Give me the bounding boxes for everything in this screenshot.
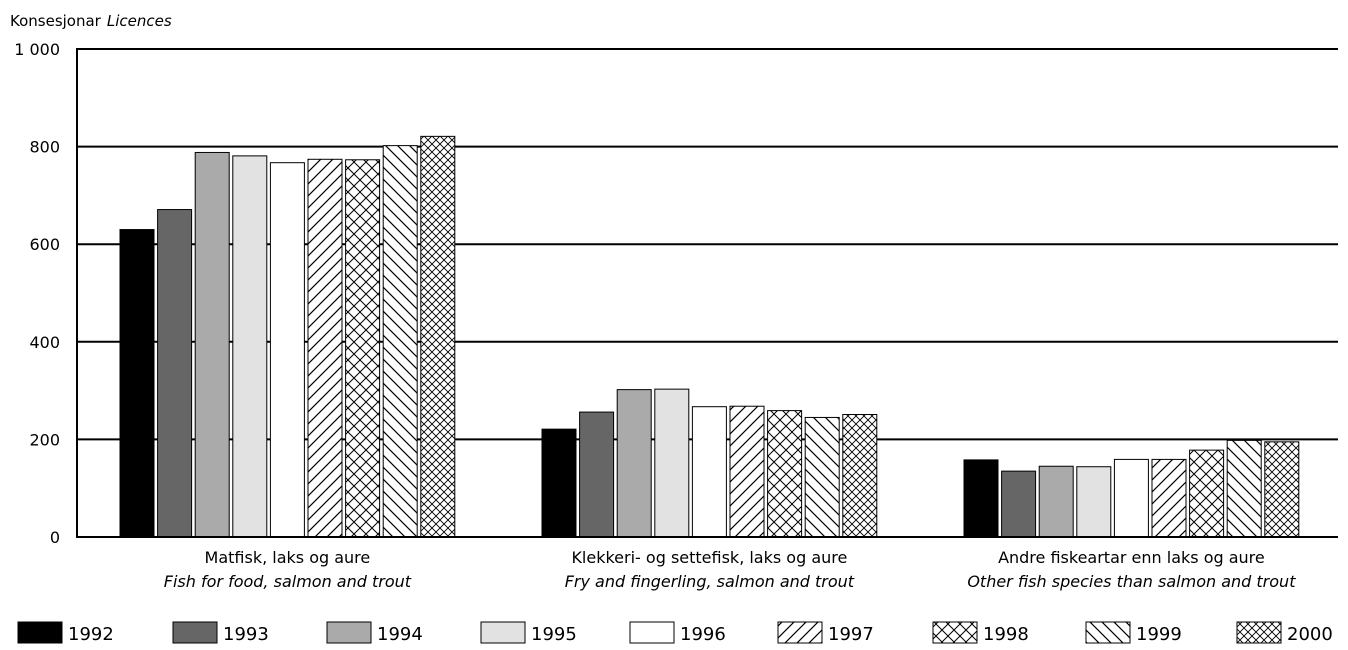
- category-label: Andre fiskeartar enn laks og aure: [998, 548, 1265, 567]
- bar-1993-cat3: [1001, 470, 1037, 538]
- y-tick-label: 800: [29, 138, 60, 157]
- legend-label: 1998: [983, 624, 1029, 645]
- category-labels: Matfisk, laks og aure Fish for food, salm…: [164, 548, 1296, 591]
- bar-1992-cat1: [119, 229, 155, 538]
- bar-1994-cat1: [194, 151, 230, 538]
- bar-1998-cat1: [345, 159, 381, 538]
- bar-1995-cat1: [232, 155, 268, 538]
- legend-label: 2000: [1287, 624, 1333, 645]
- legend-swatch-1995: [480, 621, 526, 644]
- bar-1999-cat1: [382, 145, 418, 538]
- bar-1996-cat1: [269, 162, 305, 538]
- legend-swatch-1999: [1085, 621, 1131, 644]
- bar-1996-cat3: [1113, 458, 1149, 538]
- bar-2000-cat2: [842, 414, 878, 538]
- y-tick-label: 200: [29, 430, 60, 449]
- bar-1992-cat3: [963, 459, 999, 538]
- legend-swatch-2000: [1236, 621, 1282, 644]
- bar-1995-cat2: [654, 388, 690, 538]
- bars: [119, 135, 1300, 538]
- category-label-en: Fry and fingerling, salmon and trout: [565, 572, 855, 591]
- bar-1994-cat2: [616, 389, 652, 538]
- category-label: Matfisk, laks og aure: [205, 548, 371, 567]
- legend-swatch-1992: [17, 621, 63, 644]
- bar-1997-cat1: [307, 158, 343, 538]
- bar-1999-cat3: [1226, 439, 1262, 538]
- y-axis-title-en: Licences: [107, 12, 172, 30]
- bar-2000-cat1: [420, 135, 456, 538]
- legend-label: 1997: [828, 624, 874, 645]
- y-axis-ticks: 0 200 400 600 800 1 000: [14, 40, 60, 547]
- bar-1998-cat3: [1189, 449, 1225, 538]
- axes: [76, 48, 1338, 538]
- category-label-en: Fish for food, salmon and trout: [164, 572, 412, 591]
- bar-1996-cat2: [691, 406, 727, 538]
- legend-swatch-1997: [777, 621, 823, 644]
- bar-1993-cat2: [579, 411, 615, 538]
- category-label: Klekkeri- og settefisk, laks og aure: [571, 548, 847, 567]
- legend-label: 1995: [531, 624, 577, 645]
- legend-swatch-1994: [326, 621, 372, 644]
- bar-2000-cat3: [1264, 441, 1300, 538]
- legend-label: 1999: [1136, 624, 1182, 645]
- bar-1999-cat2: [804, 416, 840, 538]
- y-axis-title-no: Konsesjonar: [10, 12, 102, 30]
- y-axis-title: Konsesjonar Licences: [10, 12, 172, 30]
- category-label-en: Other fish species than salmon and trout: [967, 572, 1296, 591]
- legend-label: 1992: [68, 624, 114, 645]
- bar-1998-cat2: [767, 410, 803, 538]
- bar-1997-cat2: [729, 405, 765, 538]
- y-tick-label: 600: [29, 235, 60, 254]
- bar-1997-cat3: [1151, 458, 1187, 538]
- legend: 1992 1993 1994 1995 1996 1997 1998 1999 2000: [17, 621, 1333, 645]
- legend-label: 1993: [223, 624, 269, 645]
- legend-label: 1994: [377, 624, 423, 645]
- y-tick-label: 1 000: [14, 40, 60, 59]
- bar-1992-cat2: [541, 428, 577, 538]
- bar-1993-cat1: [157, 209, 193, 538]
- legend-label: 1996: [680, 624, 726, 645]
- legend-swatch-1993: [172, 621, 218, 644]
- bar-1995-cat3: [1076, 466, 1112, 538]
- legend-swatch-1998: [932, 621, 978, 644]
- legend-swatch-1996: [629, 621, 675, 644]
- y-tick-label: 400: [29, 333, 60, 352]
- y-tick-label: 0: [50, 528, 60, 547]
- bar-1994-cat3: [1038, 465, 1074, 538]
